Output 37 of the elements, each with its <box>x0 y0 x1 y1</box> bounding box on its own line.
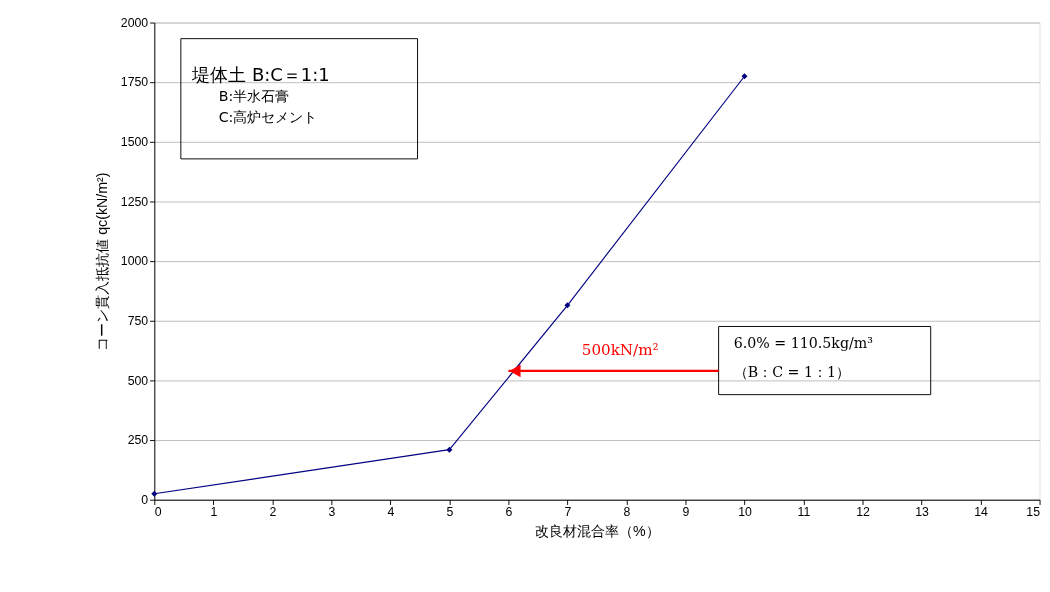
annotation: 堤体土 B:C＝1:1 <box>191 64 330 86</box>
x-tick-label: 10 <box>738 505 752 520</box>
y-tick-label: 2000 <box>120 15 149 30</box>
point <box>741 73 748 80</box>
y-tick-label: 1000 <box>120 254 149 269</box>
x-tick-label: 13 <box>915 505 930 520</box>
x-tick-label: 7 <box>564 505 572 520</box>
y-tick-label: 1750 <box>120 75 149 90</box>
annotation: C:高炉セメント <box>218 108 318 125</box>
x-tick-label: 3 <box>328 505 336 520</box>
annotation: 6.0% = 110.5kg/m³ <box>733 335 873 352</box>
x-tick-label: 4 <box>387 505 395 520</box>
point <box>151 490 158 497</box>
x-tick-label: 12 <box>856 505 870 520</box>
y-tick-label: 500 <box>127 373 149 388</box>
y-tick-label: 1500 <box>120 135 149 150</box>
annotation: （B：C = 1：1） <box>733 363 851 380</box>
x-tick-label: 6 <box>505 505 513 520</box>
y-tick-label: 0 <box>141 493 149 507</box>
y-tick-label: 750 <box>127 314 149 329</box>
x-tick-label: 14 <box>974 505 989 520</box>
x-tick-label: 9 <box>682 505 690 520</box>
annotation: B:半水石膏 <box>218 88 290 105</box>
x-tick-label: 0 <box>154 505 162 520</box>
y-tick-label: 250 <box>127 433 149 448</box>
y-axis-title: コーン貫入抵抗値 qc(kN/m²) <box>93 172 110 351</box>
x-tick-label: 2 <box>269 505 277 520</box>
point <box>446 446 453 453</box>
point <box>564 302 571 309</box>
x-tick-label: 1 <box>210 505 218 520</box>
x-tick-label: 8 <box>623 505 631 520</box>
x-tick-label: 15 <box>1026 505 1041 520</box>
annotation: 500kN/m² <box>581 340 659 359</box>
x-tick-label: 5 <box>446 505 454 520</box>
y-tick-label: 1250 <box>120 194 149 209</box>
x-tick-label: 11 <box>797 505 811 520</box>
x-axis-title: 改良材混合率（%） <box>535 523 660 540</box>
